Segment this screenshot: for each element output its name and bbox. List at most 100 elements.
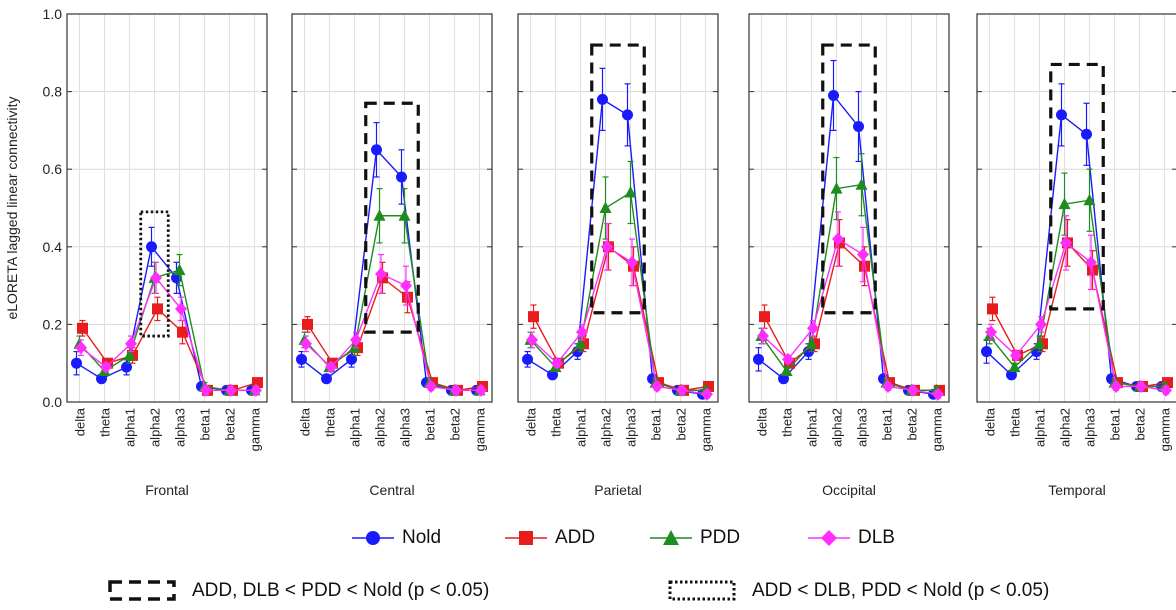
x-tick-label: beta2 (223, 408, 238, 441)
x-tick-label: alpha1 (348, 408, 363, 447)
data-point-dlb (450, 383, 462, 397)
data-point-pdd (574, 337, 587, 349)
data-point-pdd (173, 263, 186, 276)
data-point-dlb (175, 302, 187, 316)
x-tick-label: beta1 (198, 408, 213, 441)
x-tick-label: alpha1 (1033, 408, 1048, 447)
data-point-nold (522, 353, 533, 365)
data-point-pdd (123, 348, 136, 361)
x-tick-label: beta1 (649, 408, 664, 441)
data-point-dlb (782, 352, 794, 366)
data-point-dlb (400, 279, 412, 293)
data-point-nold (853, 121, 864, 133)
legend-marker-diamond-icon (808, 530, 850, 546)
data-point-nold (71, 357, 82, 369)
data-point-pdd (348, 341, 361, 353)
data-point-nold (622, 109, 633, 121)
data-point-nold (828, 89, 839, 101)
legend-marker-square-icon (505, 531, 547, 545)
x-tick-label: beta1 (1108, 408, 1123, 441)
panel-frame (517, 13, 719, 403)
panel-parietal: delta theta alpha1 alpha2 alpha3 beta1 beta2 ga… (517, 13, 719, 498)
x-tick-label: gamma (1158, 407, 1173, 451)
data-point-dlb (1060, 236, 1072, 250)
dashed-box-icon (108, 580, 176, 601)
data-point-dlb (651, 379, 663, 393)
data-point-pdd (805, 337, 818, 349)
data-point-pdd (599, 201, 612, 213)
x-tick-label: theta (1008, 407, 1023, 437)
y-tick-label: 0.2 (43, 316, 63, 332)
panel-frontal: delta theta alpha1 alpha2 alpha3 beta1 beta2 ga… (66, 13, 268, 498)
legend-label-pdd: PDD (700, 527, 741, 548)
x-tick-label: beta2 (448, 408, 463, 441)
panel-central: delta theta alpha1 alpha2 alpha3 beta1 beta2 ga… (291, 13, 493, 498)
data-point-pdd (398, 209, 411, 221)
data-point-add (528, 311, 539, 323)
legend-item-nold: Nold (352, 520, 441, 556)
x-tick-label: alpha2 (599, 408, 614, 447)
data-point-pdd (1033, 337, 1046, 349)
data-point-add (152, 303, 163, 315)
data-point-dlb (807, 321, 819, 335)
data-point-dlb (1085, 255, 1097, 269)
significance-box-dashed (1049, 62, 1105, 311)
data-point-dlb (551, 356, 563, 370)
panel-occipital: delta theta alpha1 alpha2 alpha3 beta1 beta2 ga… (748, 13, 950, 498)
data-point-dlb (375, 267, 387, 281)
x-tick-label: gamma (930, 407, 945, 451)
data-point-dlb (985, 325, 997, 339)
data-point-dlb (100, 360, 112, 374)
data-point-dlb (300, 337, 312, 351)
x-tick-label: beta2 (674, 408, 689, 441)
data-point-pdd (373, 209, 386, 221)
panel-temporal: delta theta alpha1 alpha2 alpha3 beta1 beta2 ga… (976, 13, 1176, 498)
data-point-dlb (1135, 379, 1147, 393)
x-tick-label: gamma (699, 407, 714, 451)
data-point-add (402, 291, 413, 303)
data-point-nold (981, 346, 992, 358)
panel-frame (748, 13, 950, 403)
annotation-dashed: ADD, DLB < PDD < Nold (p < 0.05) (108, 576, 489, 606)
legend-item-pdd: PDD (650, 520, 740, 556)
x-tick-label: theta (549, 407, 564, 437)
data-point-pdd (855, 178, 868, 190)
panel-title: Frontal (145, 482, 189, 498)
x-tick-label: alpha1 (574, 408, 589, 447)
y-tick-label: 0.0 (43, 394, 63, 410)
x-tick-label: gamma (248, 407, 263, 451)
data-point-dlb (150, 271, 162, 285)
x-tick-label: delta (755, 407, 770, 436)
panel-frame (976, 13, 1176, 403)
data-point-pdd (780, 364, 793, 376)
x-tick-label: alpha3 (1083, 408, 1098, 447)
data-point-nold (753, 353, 764, 365)
significance-box-dashed (590, 43, 646, 315)
panel-title: Temporal (1048, 482, 1106, 498)
x-tick-label: theta (98, 407, 113, 437)
data-point-nold (321, 373, 332, 385)
data-point-dlb (1035, 317, 1047, 331)
data-point-nold (778, 373, 789, 385)
data-point-nold (296, 353, 307, 365)
data-point-pdd (1058, 197, 1071, 210)
panel-title: Parietal (594, 482, 641, 498)
x-tick-label: alpha3 (624, 408, 639, 447)
annotation-dotted-text: ADD < DLB, PDD < Nold (p < 0.05) (752, 580, 1050, 601)
panel-title: Occipital (822, 482, 876, 498)
series-line-add (991, 241, 1168, 388)
y-tick-label: 0.8 (43, 84, 63, 100)
panel-frame (66, 13, 268, 403)
x-tick-label: alpha3 (855, 408, 870, 447)
x-tick-label: theta (323, 407, 338, 437)
y-tick-label: 1.0 (43, 6, 63, 22)
legend-item-dlb: DLB (808, 520, 895, 556)
y-axis-label: eLORETA lagged linear connectivity (4, 96, 20, 319)
x-tick-label: delta (983, 407, 998, 436)
legend-item-add: ADD (505, 520, 595, 556)
legend-label-add: ADD (555, 527, 596, 548)
data-point-nold (547, 369, 558, 381)
data-point-add (77, 322, 88, 334)
x-tick-label: delta (524, 407, 539, 436)
